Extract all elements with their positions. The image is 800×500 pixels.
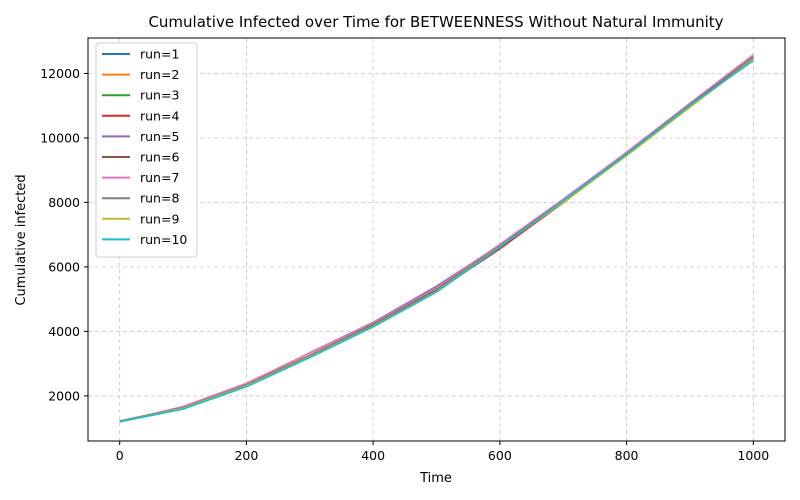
x-tick-label: 0 [116,448,124,463]
legend-label: run=8 [140,191,179,206]
y-axis-ticks: 2000 4000 6000 8000 10000 12000 [40,66,88,403]
legend-label: run=1 [140,47,179,62]
series-line-7 [119,54,754,423]
y-axis-label: Cumulative infected [14,174,29,305]
x-axis-label: Time [419,471,452,486]
y-tick-label: 4000 [48,324,80,339]
legend-label: run=6 [140,150,179,165]
x-tick-label: 200 [234,448,258,463]
x-tick-label: 800 [615,448,639,463]
y-tick-label: 2000 [48,388,80,403]
legend-label: run=10 [140,232,187,247]
series-lines [119,54,754,423]
x-tick-label: 600 [488,448,512,463]
y-tick-label: 12000 [40,66,80,81]
legend-label: run=3 [140,88,179,103]
y-tick-label: 6000 [48,259,80,274]
legend-box [95,42,198,258]
legend-label: run=5 [140,129,179,144]
x-axis-ticks: 0 200 400 600 800 1000 [116,441,769,463]
y-tick-label: 10000 [40,130,80,145]
legend-label: run=7 [140,170,179,185]
legend-label: run=4 [140,108,179,123]
legend: run=1 run=2 run=3 run=4 run=5 run=6 run=7 run=8… [95,42,198,258]
series-line-10 [119,59,754,423]
legend-label: run=9 [140,211,179,226]
chart-title: Cumulative Infected over Time for BETWEE… [148,13,723,31]
x-tick-label: 400 [361,448,385,463]
y-tick-label: 8000 [48,195,80,210]
legend-label: run=2 [140,67,179,82]
x-tick-label: 1000 [737,448,769,463]
plot-frame [87,37,786,442]
